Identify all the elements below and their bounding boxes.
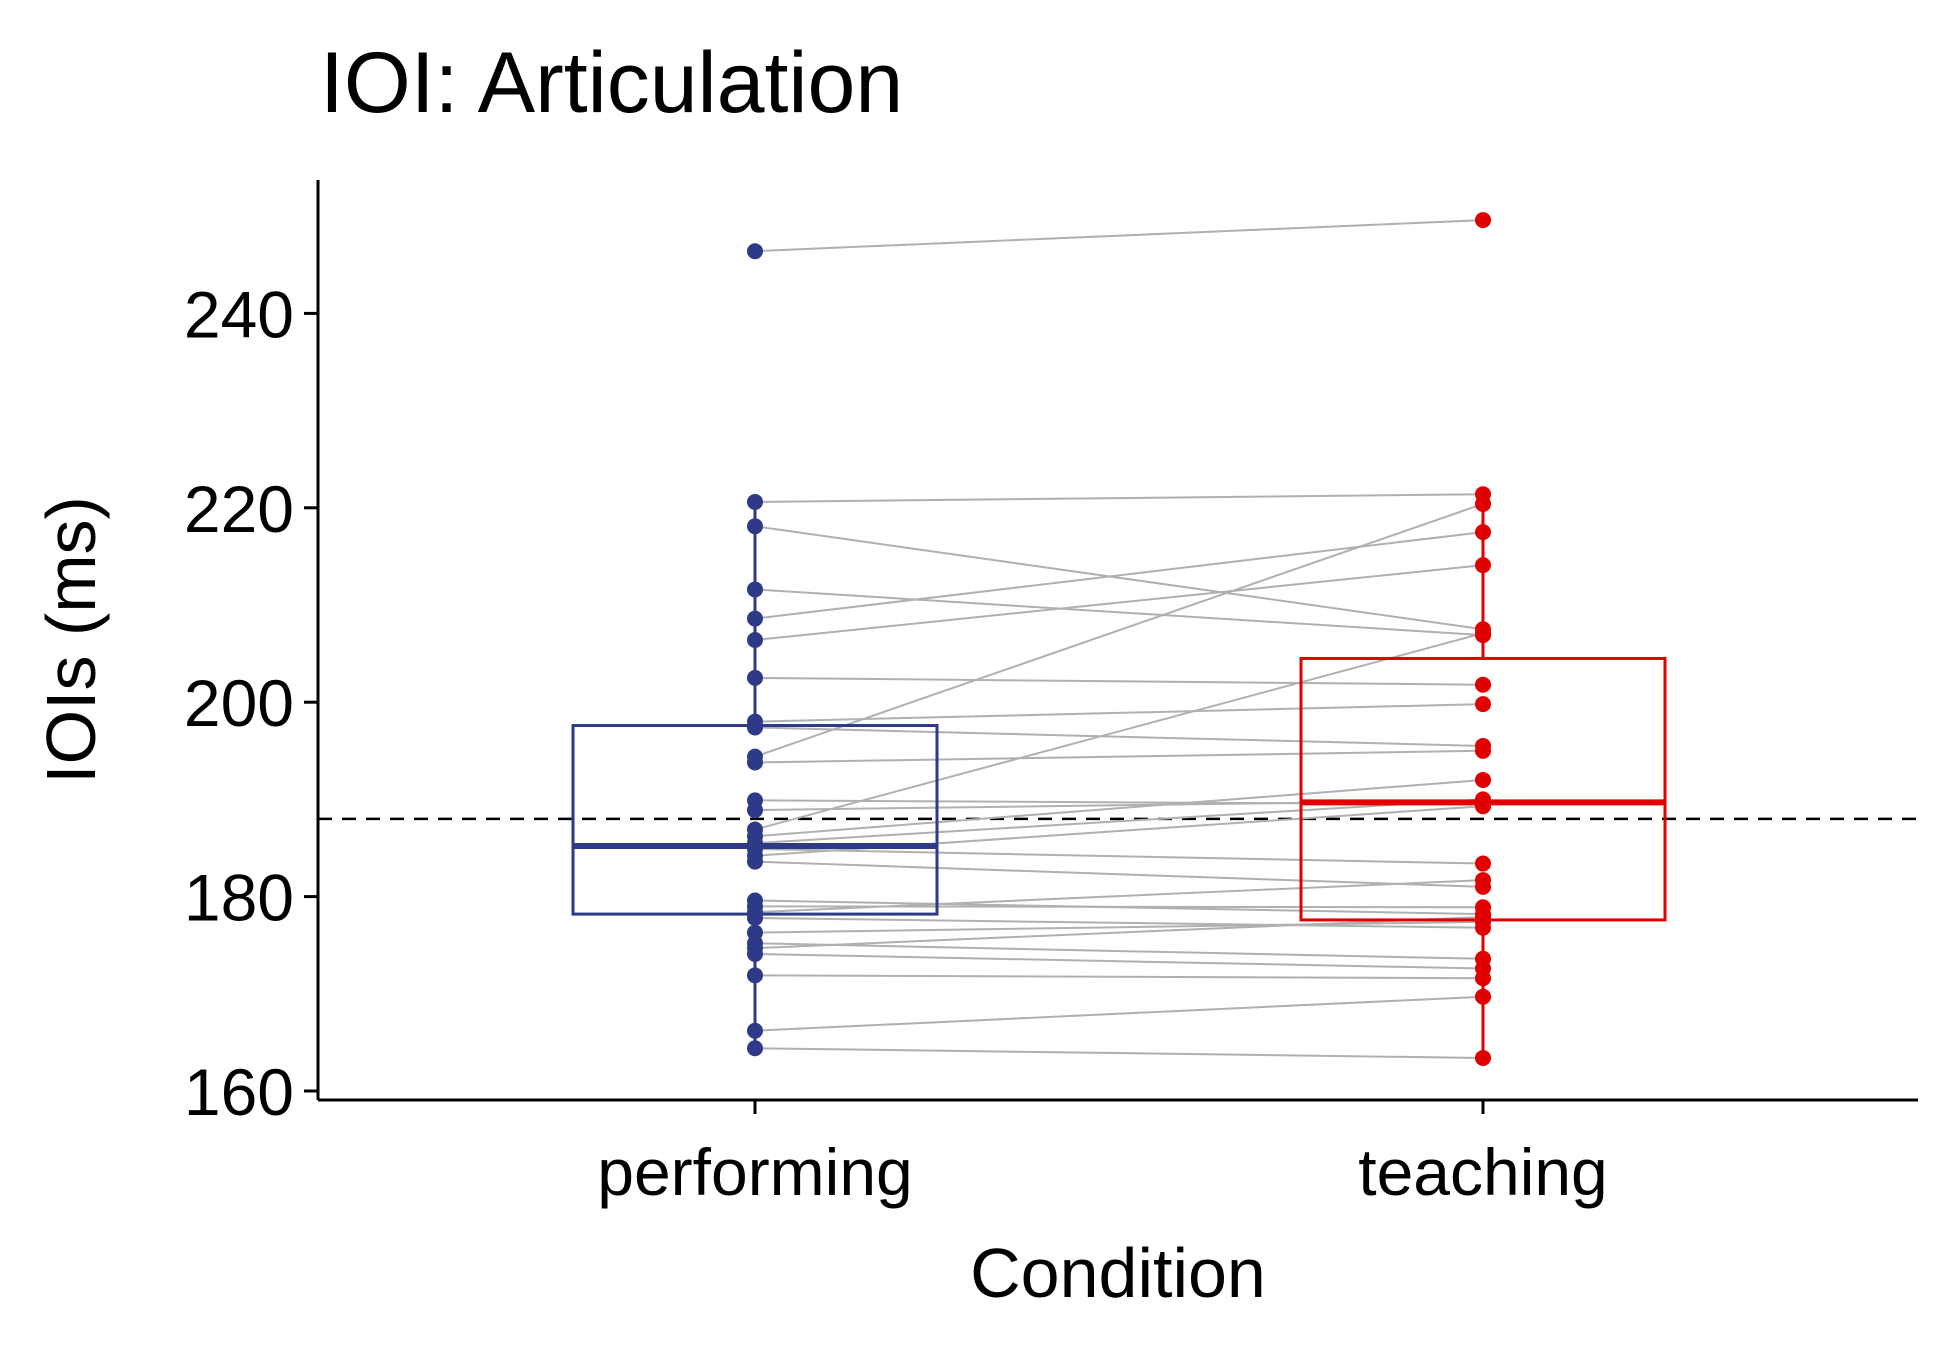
- point-teaching-6: [1475, 676, 1491, 693]
- point-performing-2: [747, 518, 763, 535]
- y-tick-label-220: 220: [184, 472, 294, 546]
- axes: [316, 180, 1918, 1102]
- y-tick-label-160: 160: [184, 1055, 294, 1129]
- point-teaching-7: [1475, 696, 1491, 713]
- point-performing-5: [747, 631, 763, 648]
- point-performing-8: [747, 719, 763, 736]
- x-ticks: performing teaching: [597, 1100, 1608, 1209]
- point-performing-0: [747, 243, 763, 260]
- point-performing-18: [747, 853, 763, 870]
- pair-line-27: [754, 974, 1484, 980]
- pair-line-3: [754, 588, 1484, 637]
- pair-line-23: [754, 920, 1484, 934]
- y-tick-label-200: 200: [184, 666, 294, 740]
- point-performing-1: [747, 493, 763, 510]
- x-tick-label-teaching: teaching: [1358, 1135, 1608, 1209]
- point-teaching-16: [1475, 855, 1491, 872]
- point-performing-10: [747, 754, 763, 771]
- pair-line-21: [754, 879, 1484, 914]
- point-teaching-28: [1475, 988, 1491, 1005]
- point-performing-26: [747, 945, 763, 962]
- pair-line-4: [754, 531, 1484, 620]
- pair-line-22: [754, 916, 1484, 929]
- point-performing-22: [747, 909, 763, 926]
- pair-line-29: [754, 1047, 1484, 1059]
- point-performing-28: [747, 1022, 763, 1039]
- y-tick-label-240: 240: [184, 277, 294, 351]
- point-teaching-29: [1475, 1049, 1491, 1066]
- pair-line-15: [754, 798, 1484, 845]
- pair-line-2: [754, 525, 1484, 631]
- point-teaching-4: [1475, 524, 1491, 541]
- pair-lines: [754, 219, 1484, 1059]
- data-points: [747, 212, 1491, 1066]
- point-teaching-10: [1475, 742, 1491, 759]
- pair-line-6: [754, 676, 1484, 686]
- pair-line-1: [754, 493, 1484, 503]
- pair-line-7: [754, 703, 1484, 723]
- chart-title: IOI: Articulation: [320, 35, 903, 131]
- point-performing-12: [747, 802, 763, 819]
- pair-line-28: [754, 995, 1484, 1032]
- pair-line-18: [754, 860, 1484, 888]
- pair-line-26: [754, 952, 1484, 970]
- pair-line-16: [754, 847, 1484, 865]
- point-performing-4: [747, 610, 763, 627]
- pair-line-8: [754, 726, 1484, 747]
- pair-line-14: [754, 778, 1484, 838]
- point-teaching-5: [1475, 557, 1491, 574]
- x-tick-label-performing: performing: [597, 1135, 912, 1209]
- point-teaching-17: [1475, 798, 1491, 815]
- point-performing-3: [747, 581, 763, 598]
- y-tick-label-180: 180: [184, 861, 294, 935]
- pair-line-5: [754, 564, 1484, 641]
- point-teaching-13: [1475, 625, 1491, 642]
- pair-line-25: [754, 916, 1484, 950]
- point-teaching-21: [1475, 872, 1491, 889]
- point-performing-6: [747, 669, 763, 686]
- point-teaching-14: [1475, 771, 1491, 788]
- point-teaching-25: [1475, 909, 1491, 926]
- pair-line-10: [754, 749, 1484, 764]
- y-ticks: 160 180 200 220 240: [184, 277, 318, 1129]
- x-axis-title: Condition: [970, 1234, 1266, 1312]
- point-teaching-0: [1475, 212, 1491, 229]
- pair-line-13: [754, 632, 1484, 831]
- point-teaching-27: [1475, 970, 1491, 987]
- pair-line-0: [754, 219, 1484, 253]
- pair-line-24: [754, 942, 1484, 960]
- pair-line-9: [754, 502, 1484, 758]
- y-axis-title: IOIs (ms): [32, 496, 110, 784]
- point-teaching-9: [1475, 495, 1491, 512]
- point-performing-27: [747, 967, 763, 984]
- point-performing-29: [747, 1040, 763, 1057]
